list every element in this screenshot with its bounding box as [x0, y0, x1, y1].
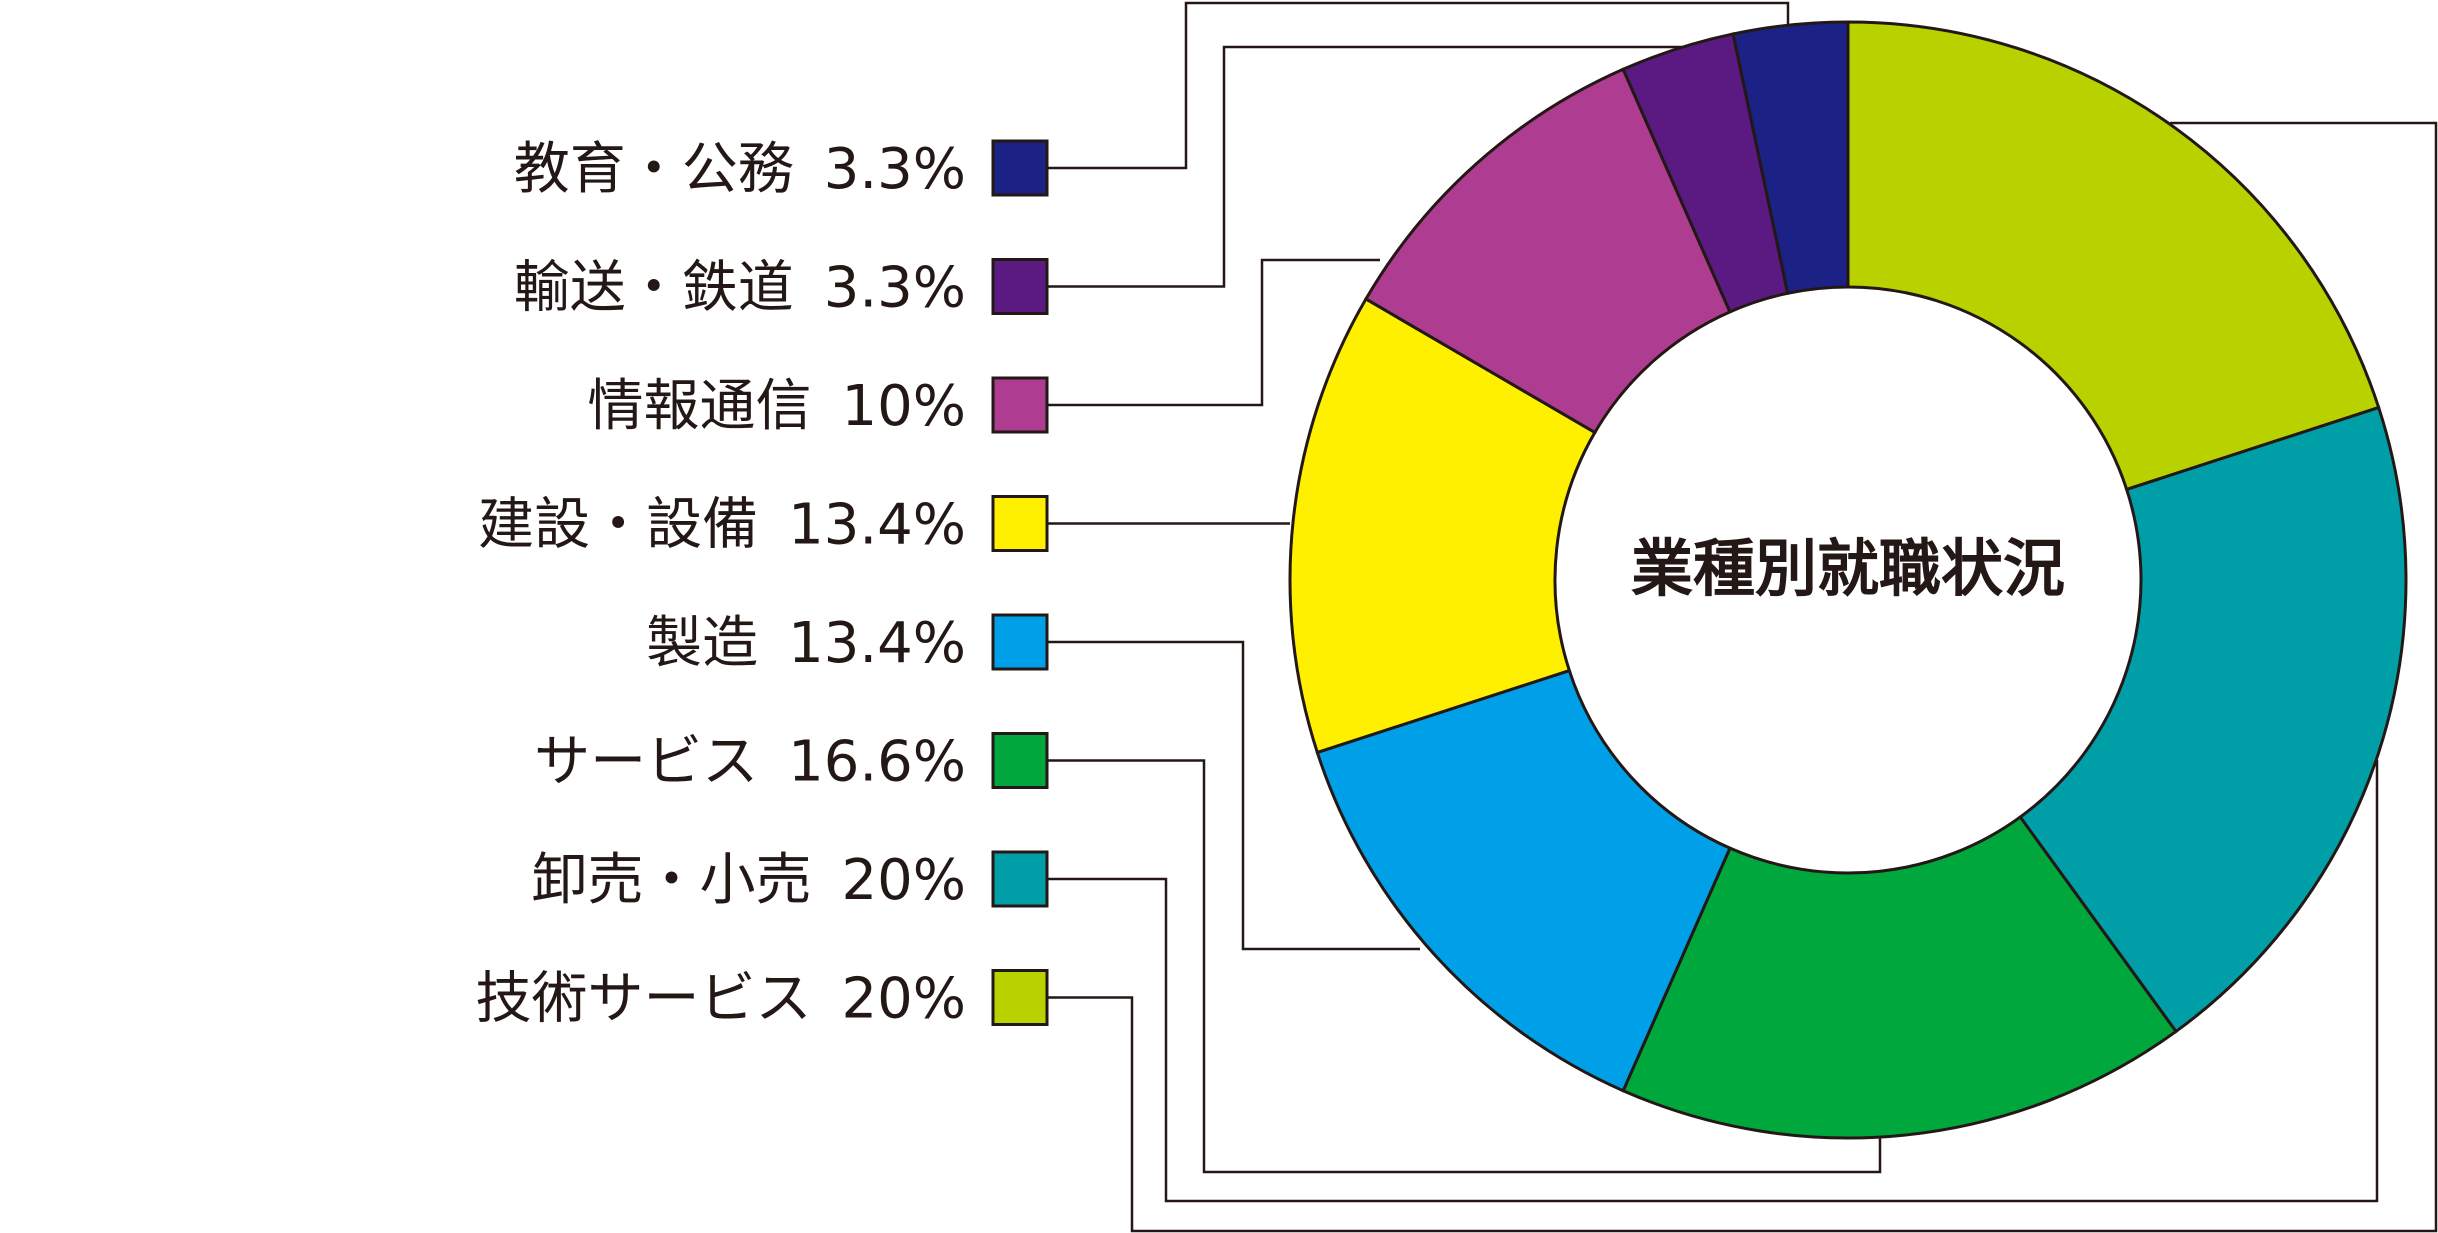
legend-category: 教育・公務	[514, 137, 794, 202]
pie-slices	[1288, 20, 2408, 1140]
legend-value: 20%	[842, 848, 966, 913]
legend-category: 製造	[646, 611, 758, 676]
pie-slice-8	[1731, 20, 1850, 296]
legend-label-4: 建設・設備 13.4%	[478, 493, 966, 558]
legend-category: サービス	[534, 730, 758, 795]
leader-line-5	[1047, 640, 1420, 951]
legend-label-8: 技術サービス 20%	[476, 967, 966, 1032]
leader-lines	[1047, 1, 2438, 1233]
legend-swatch-1	[991, 139, 1049, 197]
legend-label-3: 情報通信 10%	[588, 374, 966, 439]
legend-swatch-4	[991, 495, 1049, 552]
legend: 教育・公務 3.3%輸送・鉄道 3.3%情報通信 10%建設・設備 13.4%製造 13.…	[476, 137, 1049, 1032]
legend-label-1: 教育・公務 3.3%	[514, 137, 966, 202]
legend-value: 3.3%	[824, 137, 966, 202]
leader-line-6	[1047, 759, 1882, 1174]
legend-swatch-8	[991, 969, 1049, 1026]
leader-line-8	[1047, 121, 2438, 1233]
legend-label-7: 卸売・小売 20%	[532, 848, 966, 913]
legend-value: 10%	[842, 374, 966, 439]
legend-label-6: サービス 16.6%	[534, 730, 966, 795]
pie-slice-2	[2018, 405, 2408, 1034]
legend-value: 3.3%	[824, 256, 966, 321]
legend-category: 卸売・小売	[532, 848, 812, 913]
legend-category: 技術サービス	[476, 967, 812, 1032]
legend-swatch-2	[991, 258, 1049, 315]
pie-slice-5	[1288, 296, 1597, 755]
legend-category: 情報通信	[588, 374, 812, 439]
legend-value: 13.4%	[788, 611, 966, 676]
pie-slice-6	[1363, 67, 1732, 435]
leader-line-1	[1047, 1, 1790, 170]
legend-value: 20%	[842, 967, 966, 1032]
legend-swatch-6	[991, 732, 1049, 789]
pie-slice-3	[1621, 814, 2179, 1140]
legend-value: 13.4%	[788, 493, 966, 558]
pie-slice-4	[1315, 668, 1732, 1093]
chart-title: 業種別就職状況	[1631, 532, 2065, 605]
leader-line-7	[1047, 760, 2379, 1203]
legend-label-5: 製造 13.4%	[646, 611, 966, 676]
leader-line-3	[1047, 258, 1380, 407]
legend-label-2: 輸送・鉄道 3.3%	[514, 256, 966, 321]
legend-swatch-5	[991, 613, 1049, 671]
pie-slice-1	[1846, 20, 2381, 492]
legend-swatch-7	[991, 850, 1049, 908]
legend-category: 建設・設備	[478, 493, 758, 558]
legend-swatch-3	[991, 376, 1049, 434]
legend-category: 輸送・鉄道	[514, 256, 794, 321]
legend-value: 16.6%	[788, 730, 966, 795]
